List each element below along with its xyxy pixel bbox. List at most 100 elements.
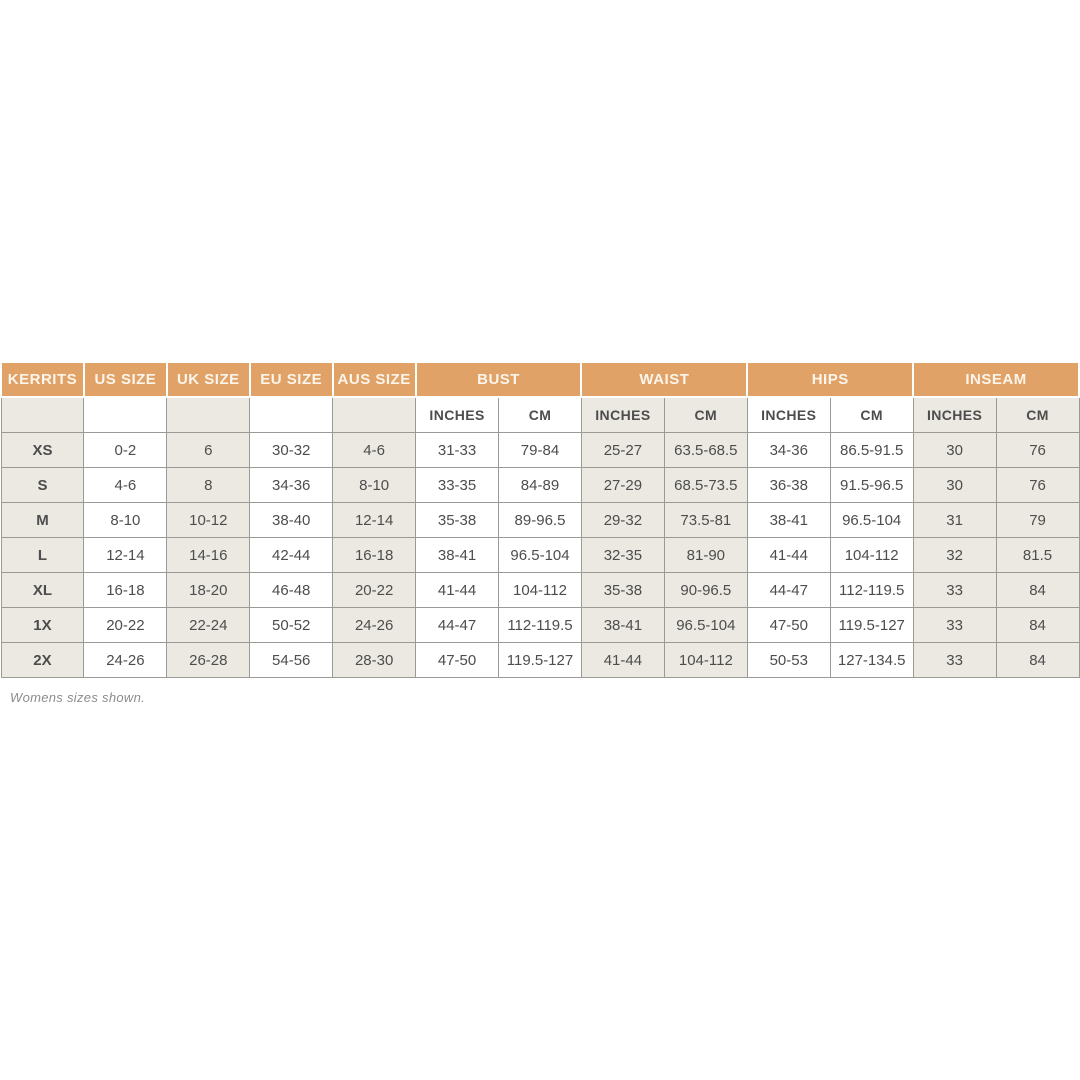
table-cell: 42-44 <box>249 537 334 573</box>
size-label: S <box>0 467 85 503</box>
table-cell: 28-30 <box>332 642 417 678</box>
table-cell: 47-50 <box>415 642 500 678</box>
table-cell: 8-10 <box>332 467 417 503</box>
table-cell: 33 <box>912 642 997 678</box>
table-cell: 91.5-96.5 <box>829 467 914 503</box>
table-cell: 10-12 <box>166 502 251 538</box>
size-chart-header: KERRITS US SIZE UK SIZE EU SIZE AUS SIZE BUST… <box>0 361 1080 433</box>
header-bust: BUST <box>414 361 583 398</box>
subheader-empty <box>83 396 168 433</box>
subheader-cm: CM <box>498 396 582 433</box>
table-cell: 35-38 <box>415 502 500 538</box>
subheader-empty <box>0 396 85 433</box>
size-label: 2X <box>0 642 85 678</box>
table-cell: 54-56 <box>249 642 334 678</box>
table-cell: 24-26 <box>83 642 168 678</box>
table-cell: 14-16 <box>166 537 251 573</box>
table-cell: 36-38 <box>746 467 831 503</box>
table-cell: 81-90 <box>663 537 748 573</box>
subheader-row: INCHES CM INCHES CM INCHES CM INCHES CM <box>0 396 1080 433</box>
table-cell: 50-52 <box>249 607 334 643</box>
table-cell: 119.5-127 <box>498 642 582 678</box>
table-cell: 47-50 <box>746 607 831 643</box>
table-cell: 76 <box>995 467 1080 503</box>
table-cell: 31 <box>912 502 997 538</box>
table-cell: 84 <box>995 642 1080 678</box>
table-row: XS 0-2 6 30-32 4-6 31-33 79-84 25-27 63.5-68.5 34… <box>0 432 1080 468</box>
subheader-inches: INCHES <box>912 396 997 433</box>
table-cell: 31-33 <box>415 432 500 468</box>
table-cell: 84 <box>995 607 1080 643</box>
table-cell: 76 <box>995 432 1080 468</box>
footnote: Womens sizes shown. <box>10 690 146 705</box>
table-row: S 4-6 8 34-36 8-10 33-35 84-89 27-29 68.5-73.5 36… <box>0 467 1080 503</box>
table-cell: 22-24 <box>166 607 251 643</box>
header-hips: HIPS <box>746 361 915 398</box>
size-chart-table: KERRITS US SIZE UK SIZE EU SIZE AUS SIZE BUST… <box>0 361 1080 678</box>
table-cell: 33 <box>912 572 997 608</box>
table-row: XL 16-18 18-20 46-48 20-22 41-44 104-112 35-38 9… <box>0 572 1080 608</box>
table-cell: 25-27 <box>580 432 665 468</box>
table-cell: 41-44 <box>746 537 831 573</box>
table-cell: 24-26 <box>332 607 417 643</box>
size-label: M <box>0 502 85 538</box>
table-cell: 104-112 <box>498 572 582 608</box>
table-cell: 20-22 <box>332 572 417 608</box>
size-label: XS <box>0 432 85 468</box>
table-cell: 63.5-68.5 <box>663 432 748 468</box>
table-cell: 4-6 <box>332 432 417 468</box>
table-cell: 35-38 <box>580 572 665 608</box>
table-cell: 12-14 <box>332 502 417 538</box>
table-cell: 119.5-127 <box>829 607 914 643</box>
subheader-cm: CM <box>663 396 748 433</box>
table-cell: 33 <box>912 607 997 643</box>
table-cell: 27-29 <box>580 467 665 503</box>
table-cell: 90-96.5 <box>663 572 748 608</box>
size-chart-body: XS 0-2 6 30-32 4-6 31-33 79-84 25-27 63.5-68.5 34… <box>0 432 1080 678</box>
table-cell: 86.5-91.5 <box>829 432 914 468</box>
table-cell: 30-32 <box>249 432 334 468</box>
table-cell: 26-28 <box>166 642 251 678</box>
table-cell: 32-35 <box>580 537 665 573</box>
table-cell: 112-119.5 <box>498 607 582 643</box>
table-cell: 68.5-73.5 <box>663 467 748 503</box>
table-cell: 16-18 <box>332 537 417 573</box>
table-cell: 112-119.5 <box>829 572 914 608</box>
table-cell: 38-41 <box>580 607 665 643</box>
table-cell: 41-44 <box>415 572 500 608</box>
table-cell: 44-47 <box>415 607 500 643</box>
table-cell: 44-47 <box>746 572 831 608</box>
table-cell: 16-18 <box>83 572 168 608</box>
size-label: XL <box>0 572 85 608</box>
subheader-cm: CM <box>829 396 914 433</box>
subheader-inches: INCHES <box>746 396 831 433</box>
subheader-empty <box>166 396 251 433</box>
table-cell: 0-2 <box>83 432 168 468</box>
table-cell: 34-36 <box>746 432 831 468</box>
table-cell: 12-14 <box>83 537 168 573</box>
table-cell: 8 <box>166 467 251 503</box>
table-cell: 127-134.5 <box>829 642 914 678</box>
table-cell: 79 <box>995 502 1080 538</box>
subheader-cm: CM <box>995 396 1080 433</box>
table-row: M 8-10 10-12 38-40 12-14 35-38 89-96.5 29-32 73.… <box>0 502 1080 538</box>
header-inseam: INSEAM <box>912 361 1080 398</box>
table-cell: 96.5-104 <box>498 537 582 573</box>
header-kerrits: KERRITS <box>0 361 85 398</box>
table-cell: 46-48 <box>249 572 334 608</box>
subheader-empty <box>249 396 334 433</box>
header-row: KERRITS US SIZE UK SIZE EU SIZE AUS SIZE BUST… <box>0 361 1080 398</box>
subheader-inches: INCHES <box>415 396 500 433</box>
table-cell: 34-36 <box>249 467 334 503</box>
subheader-inches: INCHES <box>580 396 665 433</box>
table-cell: 104-112 <box>663 642 748 678</box>
table-cell: 38-41 <box>415 537 500 573</box>
table-row: 1X 20-22 22-24 50-52 24-26 44-47 112-119.5 38-4… <box>0 607 1080 643</box>
table-cell: 84-89 <box>498 467 582 503</box>
header-uk-size: UK SIZE <box>165 361 251 398</box>
table-row: L 12-14 14-16 42-44 16-18 38-41 96.5-104 32-35 8… <box>0 537 1080 573</box>
table-cell: 8-10 <box>83 502 168 538</box>
table-cell: 96.5-104 <box>829 502 914 538</box>
table-cell: 18-20 <box>166 572 251 608</box>
